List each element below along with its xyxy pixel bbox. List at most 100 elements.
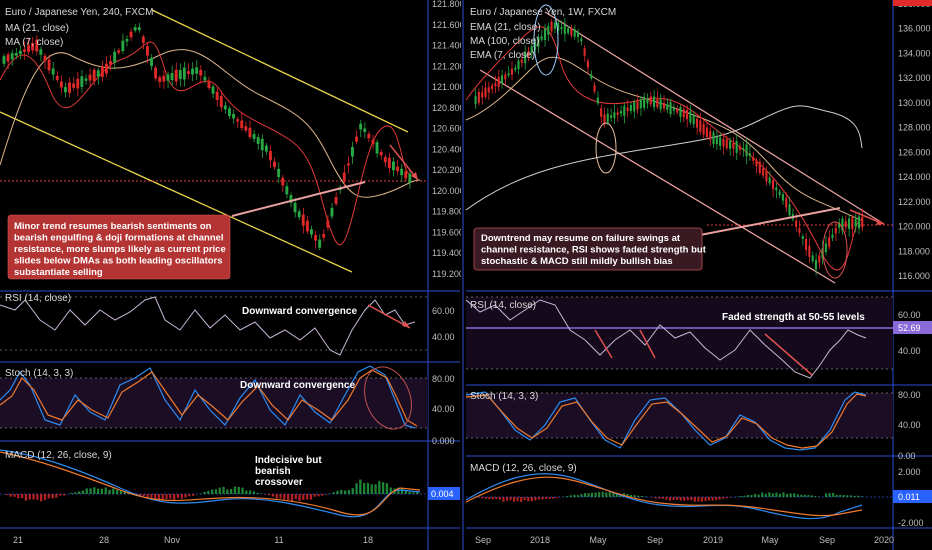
macd-bar [658, 497, 661, 499]
candle-body [68, 82, 71, 93]
candle-body [84, 78, 88, 81]
candle-body [626, 107, 629, 112]
macd-bar [366, 482, 370, 494]
candle-body [293, 202, 297, 213]
candle-body [232, 114, 235, 119]
macd-bar [644, 496, 647, 497]
macd-bar [803, 494, 806, 497]
macd-bar [700, 497, 704, 502]
macd-bar [708, 497, 711, 501]
macd-bar [28, 494, 31, 500]
time-tick: 2018 [530, 535, 550, 545]
price-tick: 121.200 [432, 61, 465, 71]
candle-body [170, 73, 174, 81]
macd-bar [491, 497, 494, 500]
candle-body [652, 96, 656, 108]
macd-bar [800, 494, 803, 497]
right-macd-tick-pos: 2.000 [898, 467, 921, 477]
candle-body [841, 218, 844, 231]
macd-bar [605, 492, 608, 497]
macd-bar [743, 495, 746, 497]
macd-bar [378, 481, 381, 494]
candle-body [223, 105, 227, 110]
candle-body [702, 123, 705, 135]
right-rsi-badge [893, 321, 932, 334]
left-candles [2, 22, 412, 251]
candle-body [520, 59, 523, 63]
time-tick: Sep [475, 535, 491, 545]
candle-body [610, 115, 613, 118]
macd-bar [32, 494, 35, 500]
candle-body [387, 157, 391, 168]
macd-bar [481, 497, 484, 499]
candle-body [195, 67, 199, 74]
candle-body [297, 211, 301, 218]
candle-body [199, 69, 203, 76]
candle-body [838, 222, 841, 228]
right-indicator-1: EMA (21, close) [470, 22, 541, 33]
price-tick: 124.000 [898, 172, 931, 182]
macd-bar [268, 494, 271, 496]
macd-bar [750, 494, 753, 497]
price-tick: 136.000 [898, 24, 931, 34]
candle-body [35, 39, 39, 52]
candle-body [491, 85, 494, 89]
time-tick: May [761, 535, 779, 545]
left-stoch-note: Downward convergence [240, 380, 355, 391]
macd-bar [104, 487, 107, 494]
macd-bar [665, 497, 668, 500]
candle-body [23, 49, 26, 52]
macd-bar [754, 493, 757, 497]
macd-bar [725, 497, 728, 499]
candle-body [613, 112, 616, 119]
candle-body [828, 237, 831, 247]
right-stoch-label: Stoch (14, 3, 3) [470, 391, 538, 402]
candle-body [689, 111, 692, 123]
macd-bar [112, 488, 115, 494]
macd-bar [24, 494, 28, 501]
macd-bar [146, 494, 149, 498]
candle-body [606, 113, 609, 123]
macd-bar [59, 494, 62, 496]
macd-bar [835, 494, 838, 497]
candle-body [695, 118, 699, 128]
macd-bar [176, 494, 180, 499]
candle-body [517, 60, 520, 70]
candle-body [203, 76, 207, 81]
candle-body [215, 91, 219, 101]
candle-body [154, 67, 158, 79]
macd-bar [477, 497, 480, 498]
candle-body [141, 36, 145, 43]
candle-body [228, 108, 231, 117]
candle-body [487, 87, 490, 93]
macd-bar [576, 495, 579, 497]
candle-body [633, 101, 636, 112]
price-tick: 132.000 [898, 73, 931, 83]
right-time-axis: Sep 2018 May Sep 2019 May Sep 2020 [475, 535, 894, 545]
macd-bar [555, 497, 558, 498]
macd-bar [173, 494, 176, 501]
candle-body [831, 234, 834, 239]
candle-body [603, 114, 606, 125]
price-tick: 118.000 [898, 246, 930, 256]
candle-body [31, 42, 35, 51]
candle-body [705, 127, 708, 137]
candle-body [725, 139, 728, 149]
left-macd-histogram [5, 479, 419, 502]
candle-body [656, 98, 659, 108]
macd-bar [119, 490, 123, 494]
candle-body [699, 120, 702, 132]
macd-bar [9, 494, 12, 497]
macd-bar [233, 486, 237, 494]
macd-bar [13, 494, 16, 497]
macd-bar [718, 497, 721, 500]
candle-body [64, 87, 67, 93]
candle-body [285, 186, 289, 195]
macd-bar [290, 494, 294, 502]
macd-bar [157, 494, 161, 501]
time-tick: 11 [274, 535, 283, 545]
price-tick: 116.000 [898, 271, 930, 281]
candle-body [851, 217, 854, 230]
price-tick: 134.000 [898, 48, 931, 58]
candle-body [504, 74, 507, 80]
